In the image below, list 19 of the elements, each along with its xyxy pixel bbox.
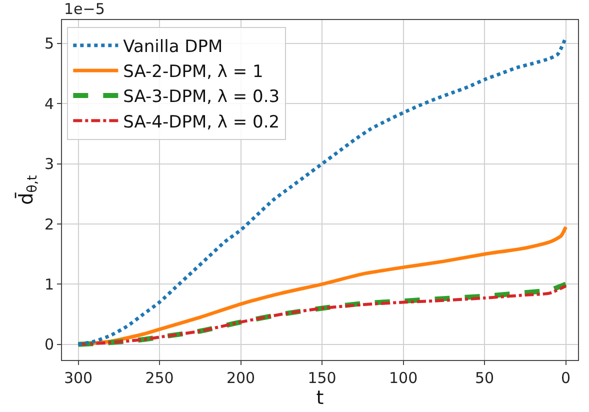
x-tick-label: 300	[64, 369, 93, 387]
x-tick-label: 150	[308, 369, 336, 387]
x-axis-title: t	[316, 387, 324, 409]
y-tick-label: 1	[44, 275, 54, 294]
x-tick-label: 50	[475, 369, 494, 387]
legend-label: SA-3-DPM, λ = 0.3	[123, 87, 280, 108]
y-tick-label: 2	[44, 215, 54, 234]
text: 1e−5	[64, 0, 105, 18]
x-tick-label: 200	[226, 369, 256, 387]
legend-label: SA-2-DPM, λ = 1	[123, 62, 264, 82]
y-tick-label: 0	[44, 336, 54, 354]
y-tick-label: 4	[44, 94, 54, 113]
legend-label: Vanilla DPM	[123, 36, 223, 57]
x-tick-label: 0	[561, 369, 571, 387]
x-tick-label: 250	[145, 369, 174, 387]
y-tick-label: 5	[44, 34, 54, 53]
y-tick-label: 3	[44, 155, 54, 174]
x-tick-label: 100	[388, 369, 418, 387]
legend-label: SA-4-DPM, λ = 0.2	[123, 112, 280, 132]
